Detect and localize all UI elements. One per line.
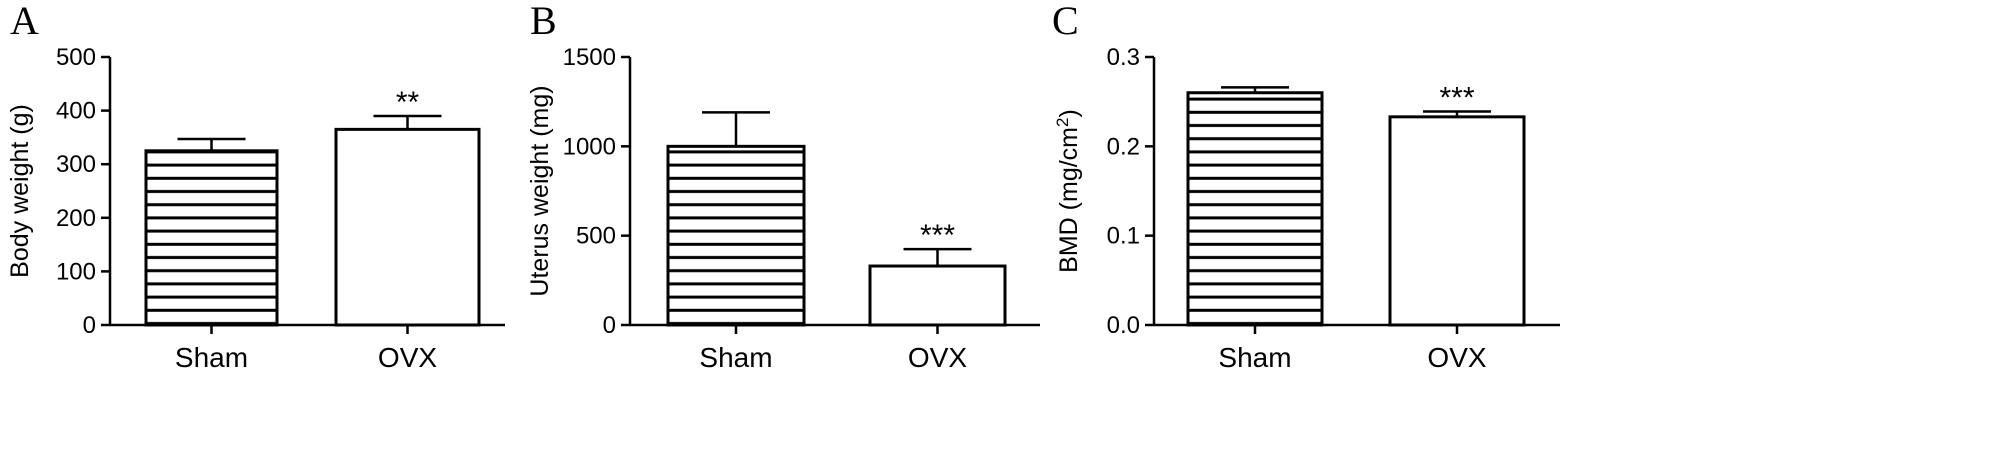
panel-a-y-tick-label: 400 [56, 98, 96, 125]
panel-c-y-tick-label: 0.2 [1107, 133, 1140, 160]
panel-c-category-label: OVX [1427, 342, 1486, 373]
panel-c-bar-ovx [1388, 115, 1526, 327]
panel-b-y-tick-label: 1500 [563, 44, 616, 71]
panel-a-category-label: Sham [175, 342, 248, 373]
panel-c-ylabel-suffix: ) [1055, 109, 1083, 117]
panel-a-significance-mark: ** [396, 86, 420, 119]
panel-b-category-label: Sham [699, 342, 772, 373]
panel-c-significance-mark: *** [1439, 81, 1474, 114]
panel-b-y-tick-label: 500 [576, 223, 616, 250]
panel-b-ylabel: Uterus weight (mg) [526, 85, 554, 296]
panel-a-bar-ovx [334, 127, 481, 327]
panel-a-letter: A [10, 0, 39, 43]
panel-b-letter: B [530, 0, 557, 43]
panel-b-bar-sham [666, 144, 806, 327]
panel-c-y-tick-label: 0.0 [1107, 312, 1140, 339]
panel-b: B Uterus weight (mg) 0 500 1000 1500 Sham OVX… [526, 0, 1040, 373]
panel-c-category-label: Sham [1218, 342, 1291, 373]
panel-c-bar-sham [1186, 91, 1324, 327]
panel-a-y-tick-label: 0 [83, 312, 96, 339]
panel-a-y-tick-label: 500 [56, 44, 96, 71]
panel-b-y-tick-label: 1000 [563, 133, 616, 160]
panel-b-bar-ovx [868, 264, 1007, 327]
panel-b-y-tick-label: 0 [603, 312, 616, 339]
panel-a-y-tick-label: 300 [56, 151, 96, 178]
panel-c-ylabel-main: BMD (mg/cm [1055, 127, 1083, 273]
panel-c-ylabel: BMD (mg/cm2) [1053, 109, 1083, 273]
panel-c-y-tick-label: 0.3 [1107, 44, 1140, 71]
panel-a-y-tick-label: 100 [56, 258, 96, 285]
panel-c-letter: C [1052, 0, 1079, 43]
panel-a-y-tick-label: 200 [56, 205, 96, 232]
panel-a-bar-sham [144, 149, 279, 327]
panel-a-category-label: OVX [378, 342, 437, 373]
panel-a-ylabel: Body weight (g) [6, 104, 34, 278]
panel-b-category-label: OVX [908, 342, 967, 373]
panel-a: A Body weight (g) 0 100 200 300 400 500 Sham OV… [6, 0, 505, 373]
panel-c-y-tick-label: 0.1 [1107, 223, 1140, 250]
panel-c: C BMD (mg/cm2) 0.0 0.1 0.2 0.3 Sham OVX *** [1052, 0, 1560, 373]
panel-b-significance-mark: *** [920, 219, 955, 252]
panel-c-ylabel-superscript: 2 [1053, 118, 1072, 127]
